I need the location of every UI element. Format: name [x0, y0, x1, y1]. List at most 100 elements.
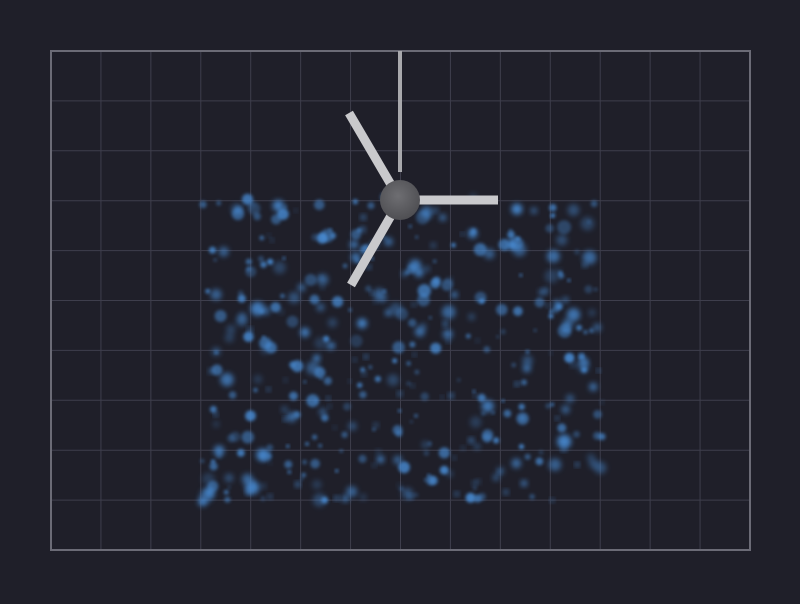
- particle: [209, 405, 217, 413]
- particle: [334, 496, 339, 501]
- particle: [538, 450, 544, 455]
- particle: [518, 444, 525, 450]
- particle: [460, 232, 464, 236]
- particle: [291, 360, 304, 373]
- particle: [555, 416, 559, 420]
- particle: [546, 249, 560, 263]
- particle: [433, 207, 439, 213]
- particle: [465, 492, 476, 503]
- particle: [503, 245, 508, 249]
- particle: [373, 300, 377, 304]
- particle: [303, 380, 307, 384]
- particle: [209, 462, 218, 471]
- particle: [228, 391, 237, 399]
- particle: [341, 495, 349, 503]
- particle: [213, 412, 218, 417]
- particle: [270, 302, 281, 313]
- particle: [283, 417, 288, 422]
- particle: [454, 491, 459, 497]
- rotor-hub-icon[interactable]: [380, 180, 420, 220]
- particle: [549, 351, 553, 355]
- particle: [408, 224, 412, 228]
- particle: [442, 321, 448, 327]
- particle: [312, 479, 322, 490]
- rotor[interactable]: [345, 110, 498, 288]
- particle: [420, 392, 429, 401]
- particle: [423, 265, 430, 273]
- particle: [224, 496, 231, 503]
- particle: [493, 437, 500, 444]
- particle: [357, 382, 363, 388]
- particle: [241, 430, 255, 444]
- particle: [267, 494, 273, 499]
- particle: [538, 289, 545, 296]
- particle: [395, 307, 409, 321]
- particle: [294, 208, 298, 213]
- particle: [598, 433, 606, 441]
- particle: [250, 301, 265, 316]
- particle: [470, 416, 482, 428]
- particle: [438, 447, 450, 459]
- particle: [496, 304, 508, 316]
- particle: [300, 327, 310, 338]
- particle: [384, 237, 393, 247]
- particle: [514, 382, 518, 387]
- particle: [534, 297, 545, 308]
- particle: [352, 199, 358, 205]
- particle: [326, 341, 335, 350]
- particle: [335, 469, 339, 473]
- particle: [600, 400, 604, 404]
- particle: [545, 224, 554, 233]
- particle: [575, 462, 580, 467]
- particle: [365, 285, 372, 293]
- particle: [266, 387, 271, 392]
- particle: [533, 328, 537, 332]
- particle: [293, 411, 301, 419]
- particle: [529, 493, 535, 500]
- particle: [320, 285, 325, 290]
- particle: [272, 200, 284, 212]
- particle: [415, 235, 419, 239]
- particle: [496, 335, 500, 339]
- particle: [482, 433, 492, 443]
- particle: [392, 358, 398, 364]
- particle: [326, 396, 330, 400]
- particle: [439, 214, 447, 222]
- particle: [550, 402, 554, 407]
- particle: [301, 472, 306, 478]
- particle: [351, 252, 361, 263]
- particle: [561, 446, 567, 452]
- particle: [205, 288, 210, 294]
- particle: [387, 374, 399, 386]
- particle: [318, 408, 327, 416]
- particle: [478, 492, 486, 501]
- particle: [481, 400, 494, 413]
- particle: [273, 261, 286, 274]
- particle: [312, 434, 318, 440]
- particle: [319, 275, 323, 279]
- particle: [392, 341, 405, 354]
- particle: [259, 337, 272, 350]
- particle: [357, 318, 368, 329]
- particle: [398, 461, 410, 474]
- particle: [245, 489, 252, 495]
- particle: [520, 480, 528, 487]
- particle: [245, 410, 256, 422]
- particle: [417, 284, 431, 298]
- particle: [200, 458, 205, 464]
- particle: [348, 379, 352, 383]
- particle: [472, 480, 477, 486]
- particle: [213, 445, 225, 457]
- particle: [578, 357, 589, 368]
- particle: [535, 457, 544, 466]
- particle: [341, 431, 348, 438]
- particle: [327, 404, 332, 409]
- particle: [430, 278, 441, 289]
- particle: [314, 337, 327, 350]
- particle: [397, 391, 403, 397]
- particle: [446, 339, 451, 343]
- particle: [548, 458, 562, 472]
- particle: [472, 389, 476, 393]
